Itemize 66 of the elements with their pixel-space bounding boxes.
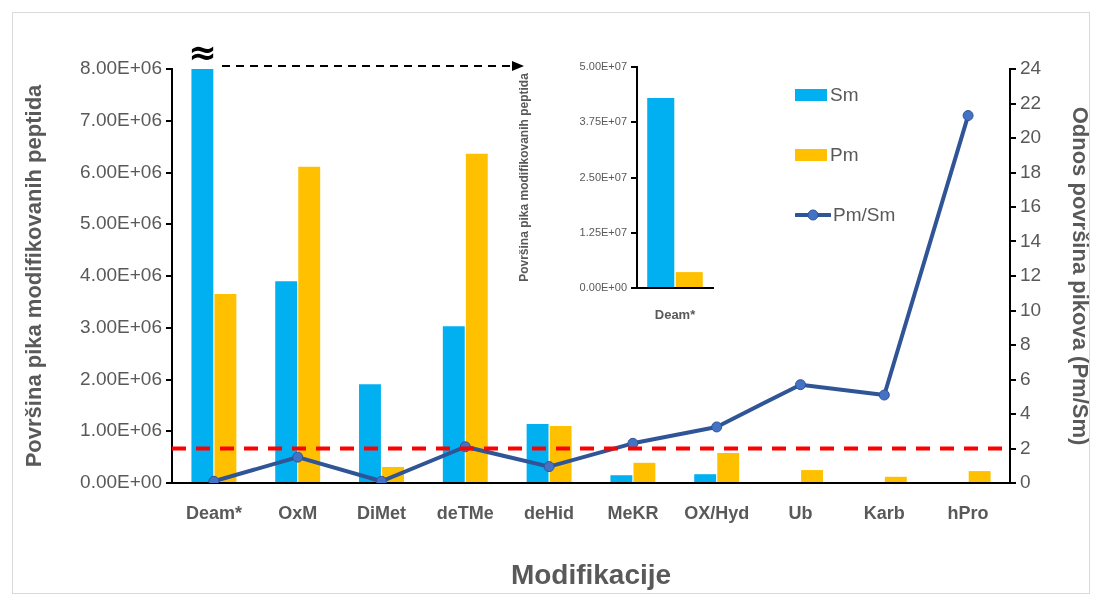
x-tick-label: deHid: [524, 502, 575, 523]
y-tick-label: 3.00E+06: [80, 315, 162, 337]
y-tick-label: 0.00E+00: [80, 471, 162, 493]
bar: [442, 326, 465, 482]
x-tick-label: MeKR: [607, 502, 659, 523]
y-tick-label: 0.00E+00: [579, 281, 627, 294]
bar: [801, 470, 823, 482]
y-tick-label: 5.00E+07: [579, 60, 627, 73]
x-tick-label: OX/Hyd: [684, 502, 750, 523]
bar: [191, 69, 214, 482]
y2-tick-label: 16: [1020, 195, 1042, 217]
bar: [968, 471, 991, 482]
annotation: ≈: [188, 31, 217, 72]
y-axis-title: Površina pika modifikovanih peptida: [516, 72, 531, 282]
bar: [610, 475, 633, 482]
y-tick-label: 7.00E+06: [80, 108, 162, 130]
bar: [275, 281, 298, 482]
bar: [633, 462, 656, 482]
y2-tick-label: 10: [1020, 298, 1042, 320]
legend-label: Pm: [830, 144, 859, 166]
y-tick-label: 1.25E+07: [579, 225, 627, 238]
y-tick-label: 4.00E+06: [80, 264, 162, 286]
point: [795, 379, 806, 391]
bar: [884, 476, 907, 482]
x-tick-label: Ub: [788, 502, 813, 523]
bar: [694, 474, 717, 482]
y-tick-label: 8.00E+06: [80, 57, 162, 79]
x-tick-label: Deam*: [654, 307, 697, 323]
y2-tick-label: 8: [1020, 333, 1031, 355]
point: [878, 389, 890, 401]
y2-tick-label: 2: [1020, 436, 1031, 458]
y-tick-label: 5.00E+06: [80, 212, 162, 234]
y2-tick-label: 6: [1020, 367, 1031, 389]
y-tick-label: 3.75E+07: [579, 115, 627, 128]
x-tick-label: deTMe: [436, 502, 494, 523]
y2-tick-label: 12: [1020, 264, 1042, 286]
x-tick-label: DiMet: [357, 502, 406, 523]
legend-label: Sm: [830, 84, 859, 106]
y-tick-label: 1.00E+06: [80, 419, 162, 441]
bar: [214, 294, 237, 482]
point: [962, 110, 974, 122]
y-tick-label: 2.00E+06: [80, 367, 162, 389]
y2-tick-label: 4: [1020, 402, 1031, 424]
bar: [359, 384, 381, 482]
x-axis-title: Modifikacije: [510, 558, 672, 590]
y-tick-label: 6.00E+06: [80, 160, 162, 182]
x-tick-label: Karb: [863, 502, 905, 523]
bar: [298, 166, 321, 482]
x-tick-label: Deam*: [185, 502, 242, 523]
y2-tick-label: 14: [1020, 229, 1042, 251]
y2-axis-title: Odnos površina pikova (Pm/Sm): [1067, 106, 1093, 446]
y2-tick-label: 22: [1020, 91, 1042, 113]
x-tick-label: hPro: [947, 502, 989, 523]
x-tick-label: OxM: [278, 502, 318, 523]
y2-tick-label: 24: [1020, 57, 1042, 79]
point: [543, 461, 555, 473]
y2-tick-label: 0: [1020, 471, 1031, 493]
point: [711, 421, 723, 433]
point: [292, 451, 304, 463]
legend-label: Pm/Sm: [833, 204, 896, 226]
y-axis-title: Površina pika modifikovanih peptida: [21, 83, 47, 468]
y2-tick-label: 18: [1020, 160, 1042, 182]
y2-tick-label: 20: [1020, 126, 1042, 148]
y-tick-label: 2.50E+07: [579, 170, 627, 183]
bar: [717, 452, 740, 482]
bar: [465, 153, 488, 482]
